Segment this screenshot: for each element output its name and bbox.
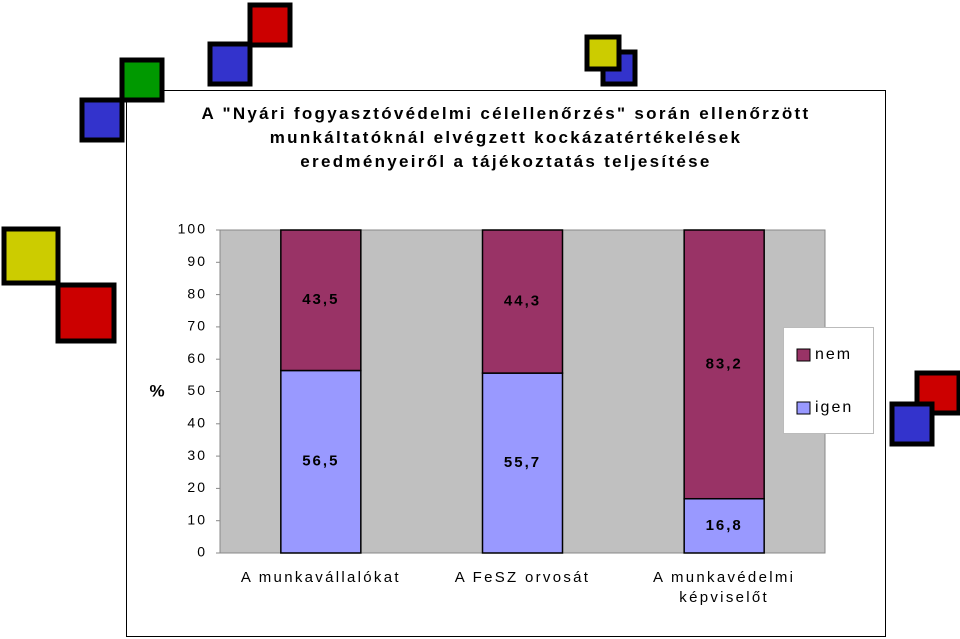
data-label: 44,3 bbox=[504, 293, 541, 310]
legend-swatch bbox=[796, 401, 811, 415]
bar-segment bbox=[280, 229, 362, 372]
bar-segment bbox=[481, 229, 564, 374]
data-label: 55,7 bbox=[504, 454, 541, 471]
bar-segment bbox=[280, 369, 362, 554]
chart-title: A "Nyári fogyasztóvédelmi célellenőrzés"… bbox=[201, 104, 811, 171]
y-tick-label: 60 bbox=[187, 350, 207, 366]
data-label: 16,8 bbox=[706, 517, 743, 534]
y-tick-label: 0 bbox=[197, 544, 207, 560]
data-label: 83,2 bbox=[706, 355, 743, 372]
bar-segment bbox=[683, 229, 765, 500]
x-tick-label: A FeSZ orvosát bbox=[454, 569, 591, 586]
y-tick-label: 50 bbox=[187, 382, 207, 398]
x-tick-label: A munkavédelmi képviselőt bbox=[653, 569, 796, 606]
decoration bbox=[1, 2, 960, 447]
y-tick-label: 10 bbox=[187, 511, 207, 527]
legend-label: nem bbox=[815, 346, 852, 363]
y-tick-label: 100 bbox=[178, 221, 207, 237]
data-label: 56,5 bbox=[302, 453, 339, 470]
data-label: 43,5 bbox=[302, 291, 339, 308]
legend bbox=[783, 327, 874, 434]
y-tick-label: 30 bbox=[187, 447, 207, 463]
legend-label: igen bbox=[815, 399, 853, 416]
y-tick-label: 70 bbox=[187, 318, 207, 334]
x-tick-label: A munkavállalókat bbox=[240, 569, 401, 586]
y-axis-label: % bbox=[149, 381, 166, 400]
y-tick-label: 90 bbox=[187, 253, 207, 269]
bar-segment bbox=[481, 372, 564, 554]
y-tick-label: 40 bbox=[187, 415, 207, 431]
y-tick-label: 20 bbox=[187, 479, 207, 495]
legend-swatch bbox=[796, 348, 811, 362]
y-tick-label: 80 bbox=[187, 285, 207, 301]
